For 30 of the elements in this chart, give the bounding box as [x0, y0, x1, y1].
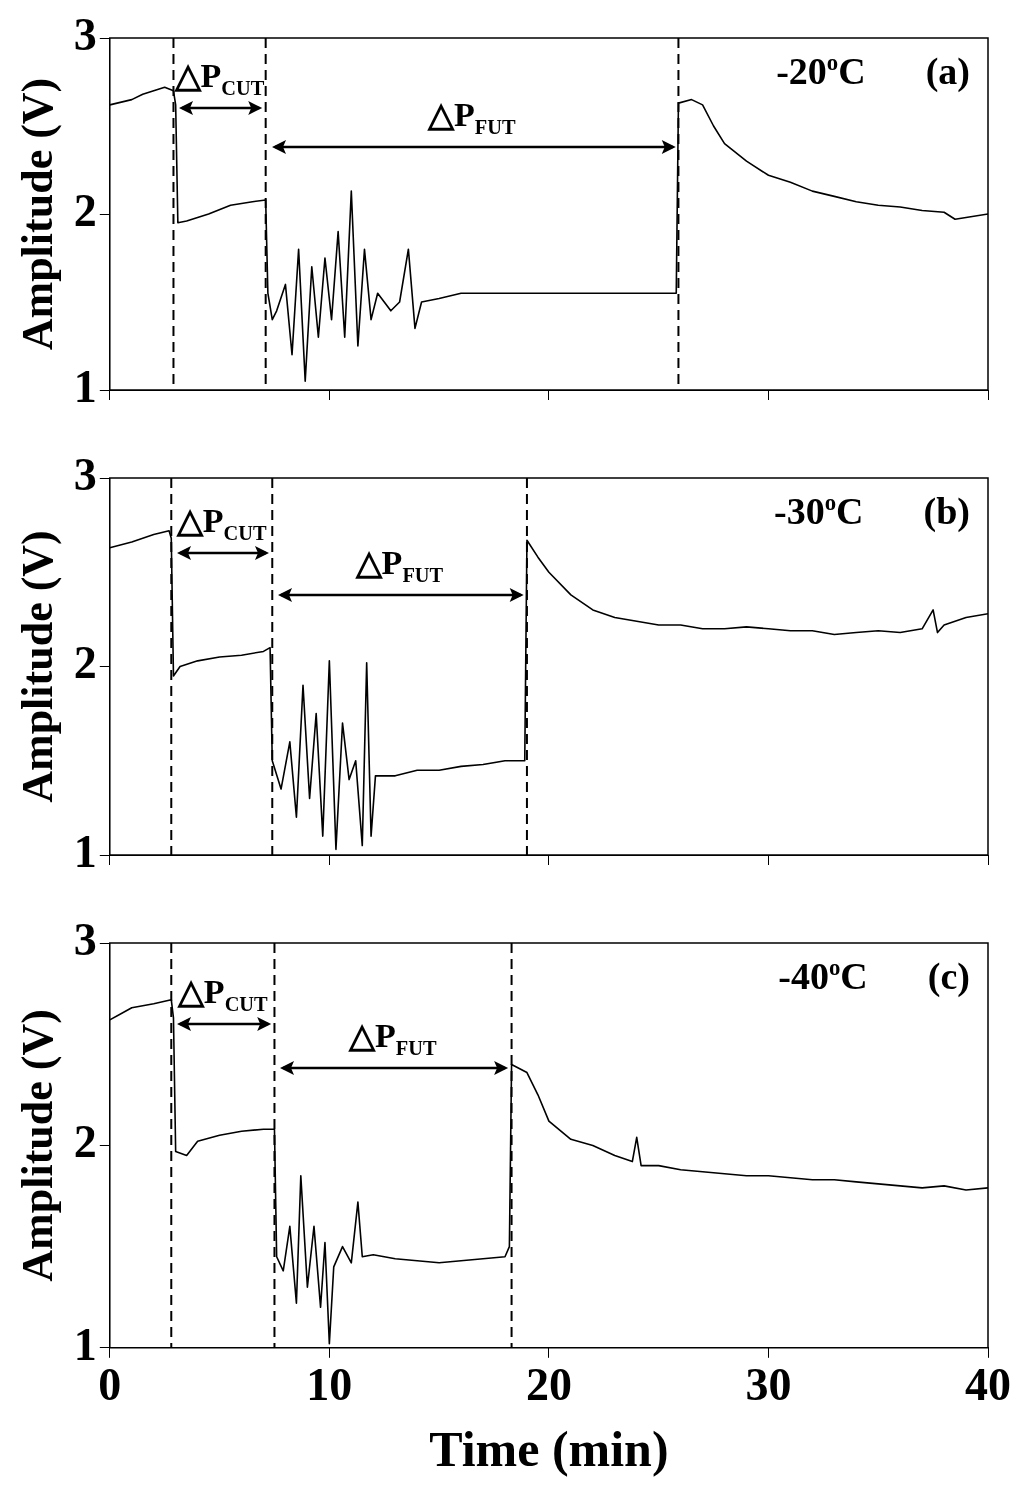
annotation: -30$^{o}$C [774, 490, 864, 532]
annotation: △P$_{CUT}$ [176, 502, 267, 545]
annotation: -40$^{o}$C [778, 955, 868, 997]
annotation: △P$_{FUT}$ [355, 543, 444, 586]
annotation: △P$_{FUT}$ [349, 1017, 437, 1060]
annotation: △P$_{CUT}$ [177, 972, 268, 1015]
y-tick-label: 3 [73, 448, 97, 500]
x-tick-label: 0 [98, 1359, 122, 1411]
x-tick-label: 20 [525, 1359, 572, 1411]
x-tick-label: 10 [306, 1359, 353, 1411]
annotation: △P$_{FUT}$ [428, 96, 516, 138]
annotation: (a) [925, 50, 970, 92]
x-tick-label: 40 [965, 1359, 1011, 1411]
y-axis-title: Amplitude (V) [12, 77, 62, 351]
y-tick-label: 2 [73, 184, 97, 236]
y-tick-label: 1 [73, 360, 97, 412]
x-axis-title: Time (min) [429, 1420, 669, 1477]
y-axis-title: Amplitude (V) [12, 1009, 62, 1282]
x-tick-label: 30 [745, 1359, 792, 1411]
annotation: △P$_{CUT}$ [174, 57, 265, 100]
y-tick-label: 1 [73, 1318, 97, 1370]
annotation: -20$^{o}$C [776, 50, 866, 92]
y-tick-label: 2 [73, 637, 97, 689]
y-tick-label: 3 [73, 913, 97, 965]
y-axis-title: Amplitude (V) [12, 530, 62, 803]
annotation: (b) [923, 490, 970, 532]
y-tick-label: 1 [73, 825, 97, 877]
y-tick-label: 3 [73, 8, 97, 60]
annotation: (c) [927, 955, 970, 997]
y-tick-label: 2 [73, 1116, 97, 1168]
